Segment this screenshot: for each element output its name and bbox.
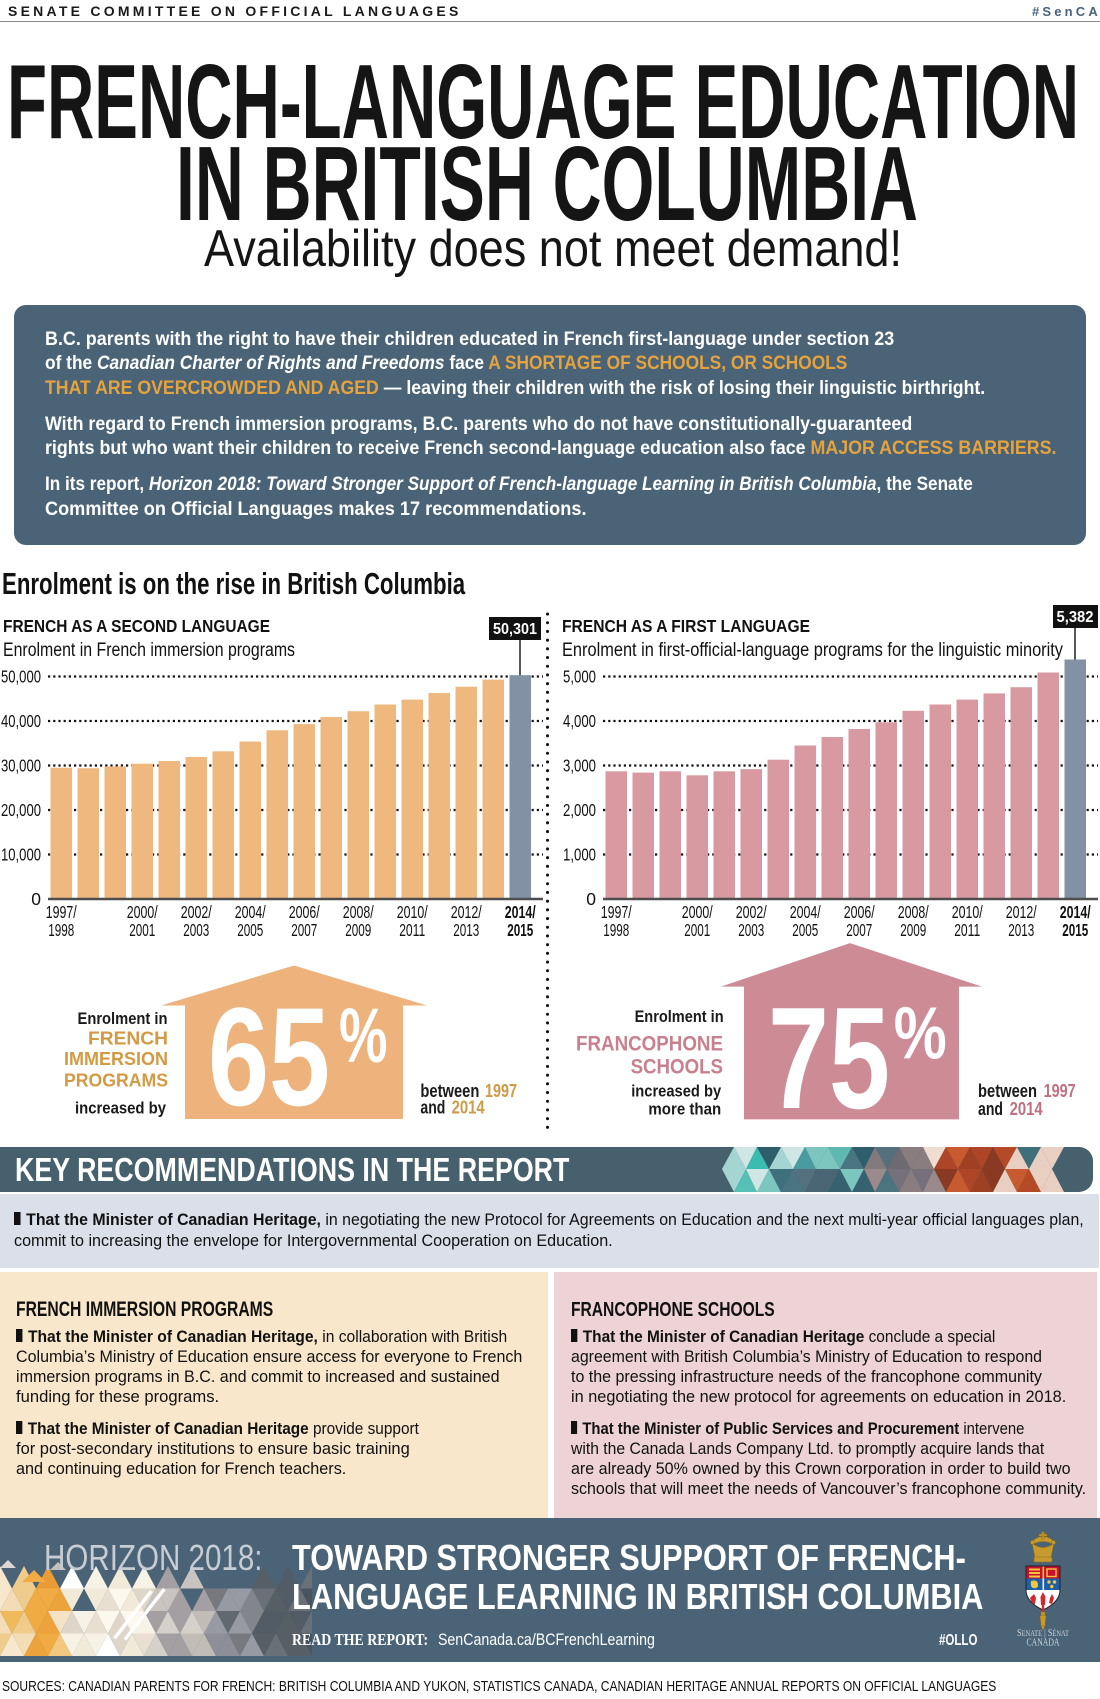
svg-text:between: between: [420, 1081, 479, 1101]
svg-text:FRENCH AS A SECOND LANGUAGE: FRENCH AS A SECOND LANGUAGE: [3, 616, 270, 636]
svg-text:50,000: 50,000: [1, 667, 41, 687]
svg-text:2013: 2013: [1008, 920, 1034, 940]
svg-text:IN BRITISH COLUMBIA: IN BRITISH COLUMBIA: [176, 125, 918, 243]
svg-text:2010/: 2010/: [397, 902, 428, 922]
svg-text:FRENCH-LANGUAGE EDUCATION: FRENCH-LANGUAGE EDUCATION: [7, 43, 1079, 161]
svg-text:50,301: 50,301: [493, 621, 537, 638]
svg-text:2014: 2014: [1010, 1099, 1043, 1119]
svg-text:2000/: 2000/: [682, 902, 713, 922]
svg-text:0: 0: [586, 889, 596, 909]
svg-text:%: %: [339, 993, 388, 1079]
svg-text:2014/: 2014/: [1060, 902, 1091, 922]
svg-text:2006/: 2006/: [844, 902, 875, 922]
svg-text:2014/: 2014/: [505, 902, 536, 922]
svg-text:1998: 1998: [48, 920, 74, 940]
svg-text:1997: 1997: [1044, 1081, 1076, 1101]
svg-text:3,000: 3,000: [563, 756, 596, 776]
svg-text:2008/: 2008/: [343, 902, 374, 922]
svg-text:2013: 2013: [453, 920, 479, 940]
svg-text:1998: 1998: [603, 920, 629, 940]
svg-text:Availability does not meet dem: Availability does not meet demand!: [204, 220, 902, 278]
svg-text:2,000: 2,000: [563, 800, 596, 820]
svg-text:2007: 2007: [291, 920, 317, 940]
svg-text:0: 0: [31, 889, 41, 909]
svg-text:PROGRAMS: PROGRAMS: [64, 1070, 168, 1091]
svg-text:Enrolment in French immersion: Enrolment in French immersion programs: [3, 640, 295, 661]
svg-text:2002/: 2002/: [736, 902, 767, 922]
svg-text:FRENCH AS A FIRST LANGUAGE: FRENCH AS A FIRST LANGUAGE: [562, 616, 810, 636]
svg-text:2005: 2005: [792, 920, 818, 940]
svg-text:%: %: [894, 991, 947, 1074]
svg-text:SCHOOLS: SCHOOLS: [631, 1055, 723, 1079]
svg-text:65: 65: [208, 978, 330, 1135]
svg-text:increased by: increased by: [631, 1082, 721, 1101]
svg-text:Enrolment in: Enrolment in: [635, 1007, 724, 1026]
svg-text:1997: 1997: [485, 1081, 517, 1101]
svg-text:FRENCH: FRENCH: [88, 1028, 168, 1049]
svg-text:SENATE | SÉNAT: SENATE | SÉNAT: [1017, 1628, 1069, 1639]
svg-text:CANADA: CANADA: [1027, 1637, 1060, 1649]
svg-text:5,382: 5,382: [1057, 609, 1094, 626]
svg-text:2007: 2007: [846, 920, 872, 940]
svg-text:5,000: 5,000: [563, 667, 596, 687]
svg-text:4,000: 4,000: [563, 711, 596, 731]
svg-text:more than: more than: [648, 1100, 721, 1119]
svg-text:2000/: 2000/: [127, 902, 158, 922]
svg-text:2015: 2015: [507, 920, 533, 940]
svg-text:2009: 2009: [345, 920, 371, 940]
svg-text:2001: 2001: [684, 920, 710, 940]
svg-text:between: between: [978, 1081, 1037, 1101]
svg-text:10,000: 10,000: [1, 845, 41, 865]
svg-text:2005: 2005: [237, 920, 263, 940]
svg-text:2011: 2011: [954, 920, 980, 940]
svg-text:2008/: 2008/: [898, 902, 929, 922]
svg-text:and: and: [420, 1098, 445, 1118]
svg-text:2012/: 2012/: [451, 902, 482, 922]
svg-text:and: and: [978, 1099, 1003, 1119]
svg-text:2003: 2003: [738, 920, 764, 940]
svg-text:2002/: 2002/: [181, 902, 212, 922]
svg-text:75: 75: [768, 977, 890, 1139]
svg-text:FRANCOPHONE: FRANCOPHONE: [576, 1032, 723, 1056]
svg-text:2015: 2015: [1062, 920, 1088, 940]
svg-text:2001: 2001: [129, 920, 155, 940]
svg-text:1997/: 1997/: [601, 902, 632, 922]
svg-text:1,000: 1,000: [563, 845, 596, 865]
svg-text:2004/: 2004/: [235, 902, 266, 922]
svg-text:20,000: 20,000: [1, 800, 41, 820]
svg-text:2003: 2003: [183, 920, 209, 940]
svg-text:Enrolment in first-official-la: Enrolment in first-official-language pro…: [562, 640, 1063, 661]
svg-text:increased by: increased by: [75, 1099, 166, 1118]
svg-text:2011: 2011: [399, 920, 425, 940]
svg-text:Enrolment in: Enrolment in: [78, 1009, 168, 1028]
svg-text:30,000: 30,000: [1, 756, 41, 776]
svg-text:2012/: 2012/: [1006, 902, 1037, 922]
svg-text:2006/: 2006/: [289, 902, 320, 922]
svg-text:40,000: 40,000: [1, 711, 41, 731]
svg-text:IMMERSION: IMMERSION: [64, 1048, 168, 1069]
svg-text:2009: 2009: [900, 920, 926, 940]
svg-text:1997/: 1997/: [46, 902, 77, 922]
svg-text:2010/: 2010/: [952, 902, 983, 922]
svg-text:2004/: 2004/: [790, 902, 821, 922]
svg-text:2014: 2014: [452, 1098, 485, 1118]
